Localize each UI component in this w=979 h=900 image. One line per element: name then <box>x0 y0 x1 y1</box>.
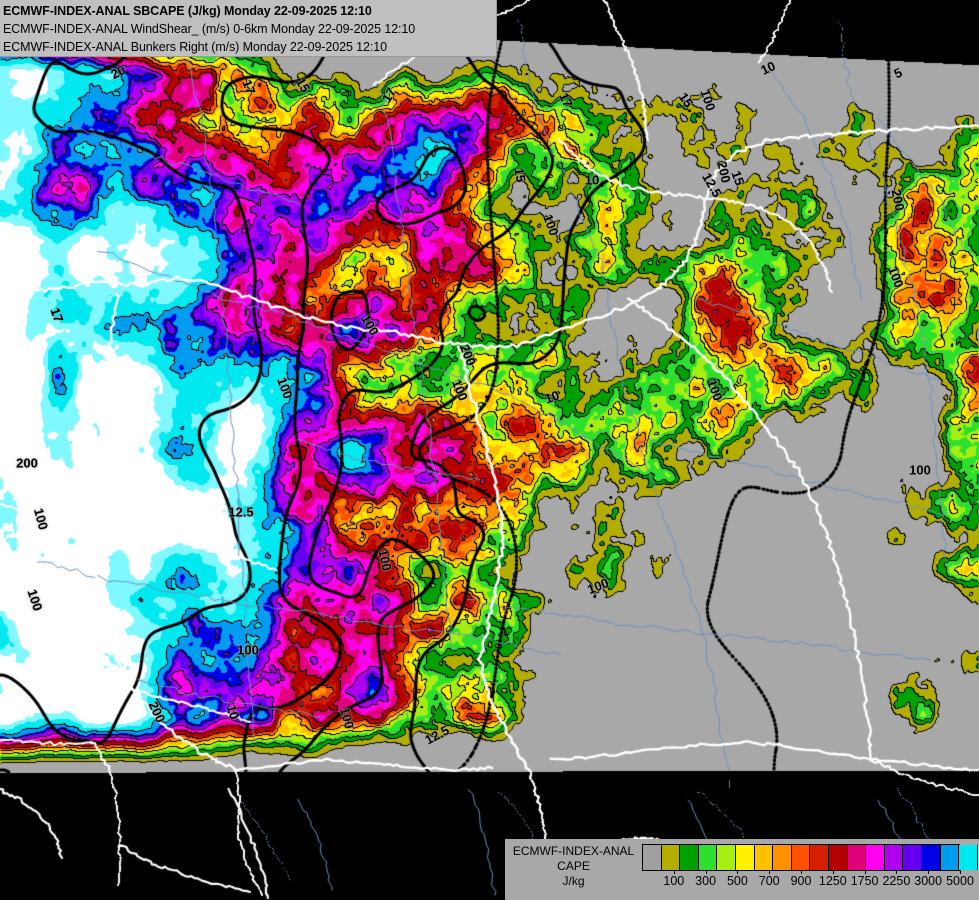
colorbar-tickmark-4 <box>801 870 802 874</box>
contour-label-bunkers-7: 10 <box>584 172 600 188</box>
colorbar-swatch-4 <box>717 845 736 870</box>
colorbar-swatch-1 <box>661 845 681 870</box>
colorbar-swatch-16 <box>940 845 960 870</box>
colorbar-tick-label-3: 700 <box>758 874 780 888</box>
colorbar-swatch-9 <box>810 845 829 870</box>
colorbar-tickmark-5 <box>832 870 834 874</box>
title-box: ECMWF-INDEX-ANAL SBCAPE (J/kg) Monday 22… <box>0 0 497 57</box>
legend-unit: J/kg <box>562 874 585 888</box>
colorbar-tickmark-6 <box>864 870 866 874</box>
colorbar-tick-label-6: 1750 <box>850 874 879 888</box>
colorbar-swatch-18 <box>977 845 979 870</box>
colorbar-swatch-11 <box>847 845 867 870</box>
colorbar-swatch-12 <box>866 845 885 870</box>
colorbar-swatch-15 <box>921 845 941 870</box>
contour-label-cape-26: 200 <box>16 455 38 471</box>
contour-label-windshear-23: 12.5 <box>228 504 254 520</box>
colorbar-tickmark-3 <box>769 870 771 874</box>
colorbar-tickmark-2 <box>737 870 739 874</box>
colorbar-swatch-10 <box>828 845 848 870</box>
colorbar-swatch-13 <box>884 845 904 870</box>
colorbar-swatch-3 <box>698 845 718 870</box>
colorbar-tickmark-0 <box>673 870 675 874</box>
colorbar-tick-label-9: 5000 <box>946 874 974 888</box>
colorbar-tickmark-8 <box>928 870 930 874</box>
colorbar-swatch-0 <box>643 845 662 870</box>
legend-caption: ECMWF-INDEX-ANAL CAPE J/kg <box>505 839 642 889</box>
colorbar-tick-label-2: 500 <box>726 874 748 888</box>
legend-source: ECMWF-INDEX-ANAL <box>512 844 635 858</box>
colorbar-ticks: 100 300 500 700 900 1250 1750 2250 3000 5000 <box>642 870 974 893</box>
colorbar-swatch-8 <box>791 845 811 870</box>
colorbar-tickmark-7 <box>896 870 898 874</box>
title-line-windshear: ECMWF-INDEX-ANAL WindShear_ (m/s) 0-6km … <box>3 22 416 36</box>
colorbar-tick-label-8: 3000 <box>914 874 943 888</box>
colorbar-tickmark-1 <box>705 870 707 874</box>
colorbar-swatch-6 <box>754 845 774 870</box>
legend-parameter: CAPE <box>557 859 590 873</box>
colorbar-swatch-14 <box>903 845 922 870</box>
title-line-sbcape: ECMWF-INDEX-ANAL SBCAPE (J/kg) Monday 22… <box>3 4 372 18</box>
legend-scale: 100 300 500 700 900 1250 1750 2250 3000 5000 <box>642 839 979 893</box>
colorbar-swatch-5 <box>735 845 755 870</box>
colorbar-swatch-2 <box>680 845 699 870</box>
colorbar-tick-label-1: 300 <box>695 874 717 888</box>
colorbar-swatches <box>642 844 979 871</box>
colorbar-tick-label-7: 2250 <box>882 874 911 888</box>
colorbar-tickmark-9 <box>960 870 961 874</box>
contour-label-cape-30: 100 <box>909 462 931 478</box>
colorbar-swatch-7 <box>773 845 792 870</box>
colorbar-tick-label-5: 1250 <box>818 874 847 888</box>
title-line-bunkers: ECMWF-INDEX-ANAL Bunkers Right (m/s) Mon… <box>3 40 387 54</box>
colorbar-swatch-17 <box>959 845 978 870</box>
colorbar-tick-label-4: 900 <box>790 874 812 888</box>
contour-label-windshear-4: 15 <box>511 166 529 184</box>
contour-label-cape-28: 100 <box>237 642 259 658</box>
colorbar-tick-label-0: 100 <box>663 874 685 888</box>
color-legend-panel: ECMWF-INDEX-ANAL CAPE J/kg 100 300 500 700 9… <box>505 839 979 900</box>
